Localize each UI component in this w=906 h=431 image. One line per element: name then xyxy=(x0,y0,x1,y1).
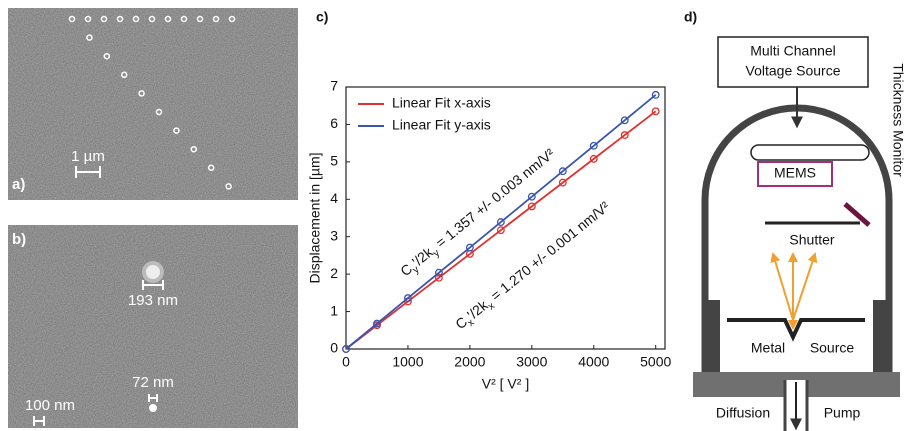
data-point xyxy=(403,294,412,303)
sem-image-a: 1 µm a) xyxy=(8,8,298,200)
source-label: Source xyxy=(810,340,855,356)
panel-label: c) xyxy=(316,9,328,25)
y-axis-label: Displacement in [µm] xyxy=(307,153,323,284)
nanodot xyxy=(228,15,236,23)
nanodot xyxy=(190,145,198,153)
nanodot xyxy=(120,71,128,79)
nanodot xyxy=(84,15,92,23)
x-tick-label: 2000 xyxy=(454,354,485,370)
y-tick-label: 4 xyxy=(330,190,338,206)
fit-line xyxy=(345,110,657,350)
x-tick-label: 4000 xyxy=(578,354,609,370)
x-tick-label: 3000 xyxy=(516,354,547,370)
nanodot xyxy=(207,164,215,172)
nanodot xyxy=(100,15,108,23)
y-tick-label: 0 xyxy=(330,340,338,356)
nanodot xyxy=(116,15,124,23)
data-point xyxy=(434,273,443,282)
nanodot xyxy=(132,15,140,23)
nanodot xyxy=(212,15,220,23)
data-point xyxy=(527,202,536,211)
data-point xyxy=(620,116,629,125)
annotation-part: y xyxy=(431,248,442,260)
pump-label: Diffusion xyxy=(716,405,770,421)
nanodot xyxy=(225,183,232,190)
data-point xyxy=(465,243,474,252)
data-point xyxy=(589,141,598,150)
data-point xyxy=(589,154,598,163)
nanodot xyxy=(86,34,93,41)
data-point xyxy=(496,218,505,227)
y-tick-label: 2 xyxy=(330,265,338,281)
size-label: 72 nm xyxy=(132,374,174,391)
x-tick-label: 1000 xyxy=(392,354,423,370)
source-label: Metal xyxy=(751,340,785,356)
data-point xyxy=(558,178,567,187)
shutter-label: Shutter xyxy=(789,232,834,248)
data-point xyxy=(651,90,660,99)
nanodot xyxy=(196,15,204,23)
y-tick-label: 1 xyxy=(330,302,338,318)
annotation-part: = 1.270 +/- 0.001 nm/V² xyxy=(484,198,612,306)
sem-image-b: 193 nm 72 nm 100 nm b) xyxy=(8,225,298,428)
data-point xyxy=(342,345,350,353)
data-point xyxy=(558,167,567,176)
plot-frame xyxy=(345,86,666,350)
y-tick-label: 5 xyxy=(330,153,338,169)
pump-label: Pump xyxy=(824,405,861,421)
data-point xyxy=(620,131,629,140)
y-tick-label: 6 xyxy=(330,115,338,131)
nanodot xyxy=(155,108,163,116)
size-label: 193 nm xyxy=(128,292,178,309)
scale-label: 100 nm xyxy=(25,397,75,414)
data-point xyxy=(651,107,660,116)
diagram: d) Multi Channel Voltage Source MEMS Thi… xyxy=(684,9,906,431)
box-label: Voltage Source xyxy=(746,63,841,79)
legend-label: Linear Fit y-axis xyxy=(392,117,491,133)
y-tick-label: 7 xyxy=(330,78,338,94)
mems-label: MEMS xyxy=(774,165,816,181)
monitor-label: Thickness Monitor xyxy=(890,63,906,177)
nanodot xyxy=(138,90,145,97)
nanodot xyxy=(180,15,188,23)
box-label: Multi Channel xyxy=(750,43,836,59)
x-axis-label: V² [ V² ] xyxy=(482,376,529,392)
data-point xyxy=(373,319,381,328)
data-point xyxy=(527,192,536,201)
chart: c) 0 1000 2000 3000 4000 5000 0 1 2 3 4 5 6 7 V² [ V² … xyxy=(307,9,672,392)
panel-label: a) xyxy=(12,176,25,193)
panel-label: b) xyxy=(12,231,26,248)
annotation-part: y xyxy=(411,264,422,276)
scale-label: 1 µm xyxy=(71,148,105,165)
x-tick-label: 0 xyxy=(342,354,350,370)
data-point xyxy=(496,226,505,235)
nanodot xyxy=(164,15,172,23)
legend-label: Linear Fit x-axis xyxy=(392,95,491,111)
nanodot xyxy=(173,127,180,134)
annotation-part: x xyxy=(486,301,497,313)
nanodot xyxy=(103,52,111,60)
nanodot xyxy=(68,15,76,23)
nanodot xyxy=(148,15,156,23)
annotation-part: x xyxy=(466,317,477,329)
fit-line xyxy=(345,94,657,350)
x-tick-label: 5000 xyxy=(640,354,671,370)
panel-label: d) xyxy=(684,9,697,25)
data-point xyxy=(434,268,443,277)
y-tick-label: 3 xyxy=(330,227,338,243)
